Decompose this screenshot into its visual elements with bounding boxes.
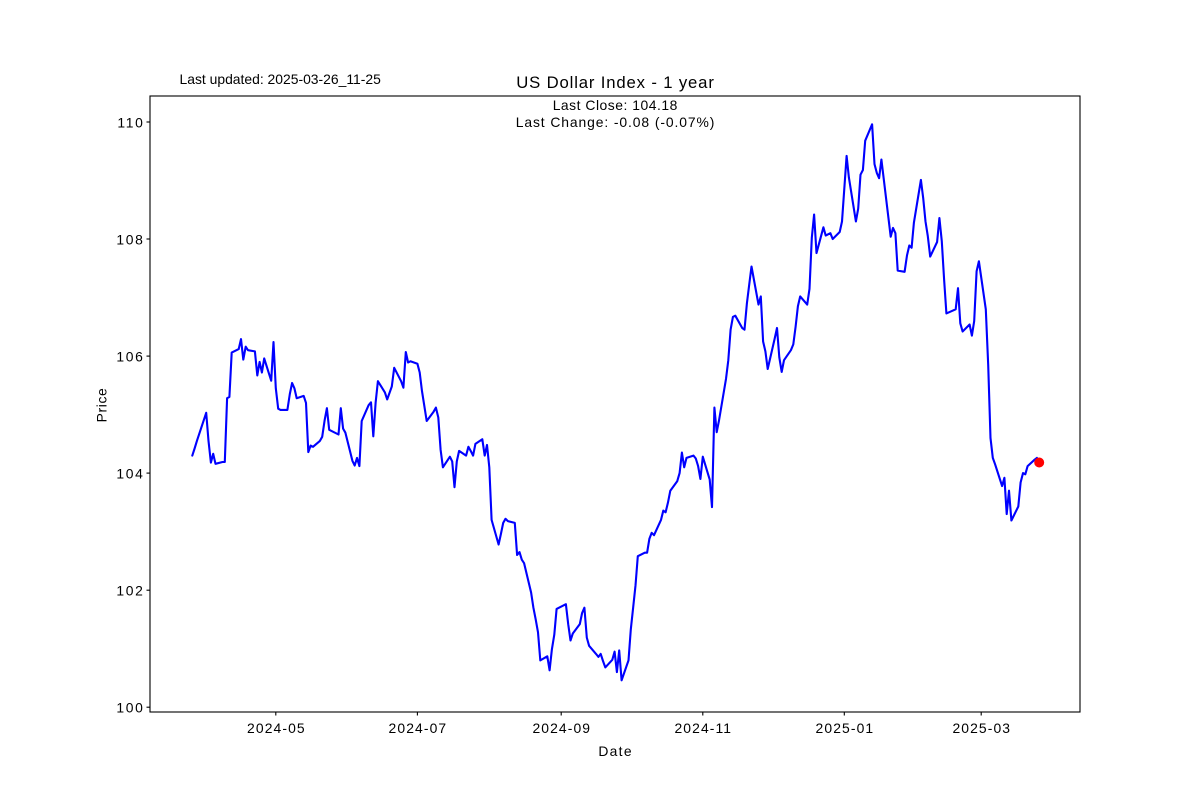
svg-text:2024-09: 2024-09 (532, 720, 591, 736)
svg-text:102: 102 (116, 583, 144, 599)
svg-text:Last updated: 2025-03-26_11-25: Last updated: 2025-03-26_11-25 (180, 71, 382, 87)
svg-text:2024-11: 2024-11 (674, 720, 732, 736)
svg-text:Price: Price (94, 388, 110, 423)
svg-text:2025-03: 2025-03 (952, 720, 1011, 736)
svg-text:100: 100 (116, 700, 144, 716)
svg-text:104: 104 (116, 465, 144, 481)
svg-text:108: 108 (116, 231, 144, 247)
svg-text:US Dollar Index - 1 year: US Dollar Index - 1 year (516, 73, 714, 92)
svg-text:2024-07: 2024-07 (389, 720, 448, 736)
svg-text:2025-01: 2025-01 (816, 720, 875, 736)
svg-text:Date: Date (598, 743, 633, 759)
svg-text:2024-05: 2024-05 (247, 720, 306, 736)
svg-text:110: 110 (117, 114, 144, 130)
svg-text:Last Change: -0.08 (-0.07%): Last Change: -0.08 (-0.07%) (516, 114, 716, 130)
svg-text:Last Close: 104.18: Last Close: 104.18 (553, 97, 678, 113)
svg-text:106: 106 (116, 348, 144, 364)
